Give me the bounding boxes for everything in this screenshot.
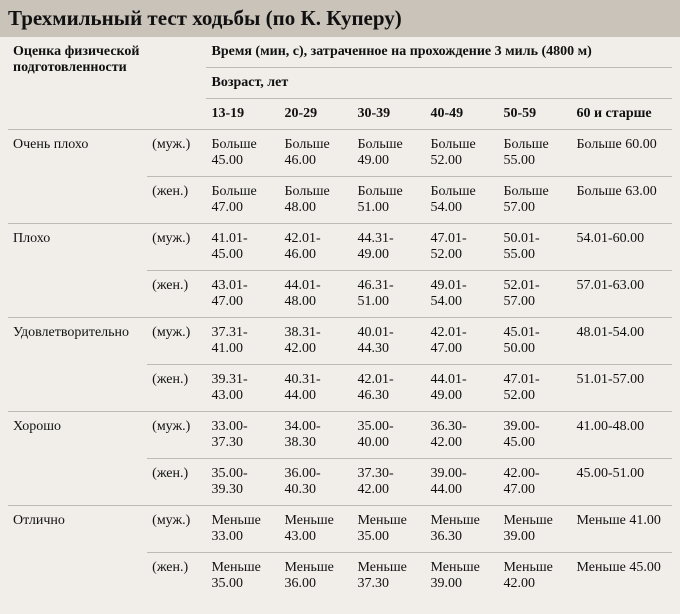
cell: Меньше 39.00 — [425, 553, 498, 600]
cell: 36.30-42.00 — [425, 412, 498, 459]
cell: Больше 49.00 — [352, 130, 425, 177]
cell: Меньше 39.00 — [498, 506, 571, 553]
cell: Меньше 33.00 — [206, 506, 279, 553]
rating-label: Хорошо — [8, 412, 147, 506]
cell: 42.01-47.00 — [425, 318, 498, 365]
sex-label: (муж.) — [147, 412, 206, 459]
cell: 36.00-40.30 — [279, 459, 352, 506]
cell: 39.00-45.00 — [498, 412, 571, 459]
cell: 35.00-39.30 — [206, 459, 279, 506]
cell: 35.00-40.00 — [352, 412, 425, 459]
table-row: Очень плохо (муж.) Больше 45.00 Больше 4… — [8, 130, 672, 177]
sex-label: (муж.) — [147, 224, 206, 271]
cell: 42.01-46.30 — [352, 365, 425, 412]
rating-label: Удовлетворительно — [8, 318, 147, 412]
cell: 37.31-41.00 — [206, 318, 279, 365]
age-col-1: 20-29 — [279, 99, 352, 130]
sex-label: (жен.) — [147, 271, 206, 318]
cell: 43.01-47.00 — [206, 271, 279, 318]
rating-label: Очень плохо — [8, 130, 147, 224]
cell: Меньше 36.00 — [279, 553, 352, 600]
cell: 42.01-46.00 — [279, 224, 352, 271]
cell: Меньше 35.00 — [206, 553, 279, 600]
cell: 54.01-60.00 — [571, 224, 672, 271]
cell: Больше 63.00 — [571, 177, 672, 224]
sex-label: (жен.) — [147, 177, 206, 224]
cell: 45.00-51.00 — [571, 459, 672, 506]
cell: Меньше 35.00 — [352, 506, 425, 553]
cell: 46.31-51.00 — [352, 271, 425, 318]
cell: 57.01-63.00 — [571, 271, 672, 318]
cell: Больше 45.00 — [206, 130, 279, 177]
cell: 45.01-50.00 — [498, 318, 571, 365]
cell: 52.01-57.00 — [498, 271, 571, 318]
header-rating: Оценка физической подготовленности — [8, 37, 206, 130]
table-title: Трехмильный тест ходьбы (по К. Куперу) — [0, 0, 680, 37]
cell: 41.00-48.00 — [571, 412, 672, 459]
age-col-0: 13-19 — [206, 99, 279, 130]
cell: 44.01-48.00 — [279, 271, 352, 318]
cell: 44.31-49.00 — [352, 224, 425, 271]
cell: Меньше 37.30 — [352, 553, 425, 600]
cell: 50.01-55.00 — [498, 224, 571, 271]
cell: Больше 55.00 — [498, 130, 571, 177]
sex-label: (жен.) — [147, 553, 206, 600]
cell: 47.01-52.00 — [498, 365, 571, 412]
cell: 47.01-52.00 — [425, 224, 498, 271]
table-row: Отлично (муж.) Меньше 33.00 Меньше 43.00… — [8, 506, 672, 553]
table-row: Хорошо (муж.) 33.00-37.30 34.00-38.30 35… — [8, 412, 672, 459]
cell: 40.01-44.30 — [352, 318, 425, 365]
cell: Больше 48.00 — [279, 177, 352, 224]
cell: 42.00-47.00 — [498, 459, 571, 506]
cell: Больше 52.00 — [425, 130, 498, 177]
cell: 44.01-49.00 — [425, 365, 498, 412]
rating-label: Отлично — [8, 506, 147, 600]
table-row: Удовлетворительно (муж.) 37.31-41.00 38.… — [8, 318, 672, 365]
cooper-walk-test-table: Трехмильный тест ходьбы (по К. Куперу) О… — [0, 0, 680, 607]
cell: Больше 47.00 — [206, 177, 279, 224]
cell: Больше 51.00 — [352, 177, 425, 224]
cell: Меньше 45.00 — [571, 553, 672, 600]
age-col-2: 30-39 — [352, 99, 425, 130]
age-col-4: 50-59 — [498, 99, 571, 130]
header-age: Возраст, лет — [206, 68, 672, 99]
results-table: Оценка физической подготовленности Время… — [8, 37, 672, 599]
cell: Меньше 41.00 — [571, 506, 672, 553]
cell: Меньше 43.00 — [279, 506, 352, 553]
cell: Больше 54.00 — [425, 177, 498, 224]
sex-label: (муж.) — [147, 130, 206, 177]
cell: 37.30-42.00 — [352, 459, 425, 506]
cell: 40.31-44.00 — [279, 365, 352, 412]
cell: Больше 57.00 — [498, 177, 571, 224]
cell: Меньше 36.30 — [425, 506, 498, 553]
cell: 39.31-43.00 — [206, 365, 279, 412]
sex-label: (муж.) — [147, 318, 206, 365]
cell: 41.01-45.00 — [206, 224, 279, 271]
header-time: Время (мин, с), затраченное на прохожден… — [206, 37, 672, 68]
cell: 34.00-38.30 — [279, 412, 352, 459]
cell: 48.01-54.00 — [571, 318, 672, 365]
cell: 38.31-42.00 — [279, 318, 352, 365]
sex-label: (жен.) — [147, 365, 206, 412]
table-row: Плохо (муж.) 41.01-45.00 42.01-46.00 44.… — [8, 224, 672, 271]
cell: Меньше 42.00 — [498, 553, 571, 600]
cell: Больше 46.00 — [279, 130, 352, 177]
cell: 39.00-44.00 — [425, 459, 498, 506]
cell: 33.00-37.30 — [206, 412, 279, 459]
sex-label: (жен.) — [147, 459, 206, 506]
sex-label: (муж.) — [147, 506, 206, 553]
cell: 49.01-54.00 — [425, 271, 498, 318]
age-col-5: 60 и старше — [571, 99, 672, 130]
age-col-3: 40-49 — [425, 99, 498, 130]
cell: 51.01-57.00 — [571, 365, 672, 412]
rating-label: Плохо — [8, 224, 147, 318]
cell: Больше 60.00 — [571, 130, 672, 177]
